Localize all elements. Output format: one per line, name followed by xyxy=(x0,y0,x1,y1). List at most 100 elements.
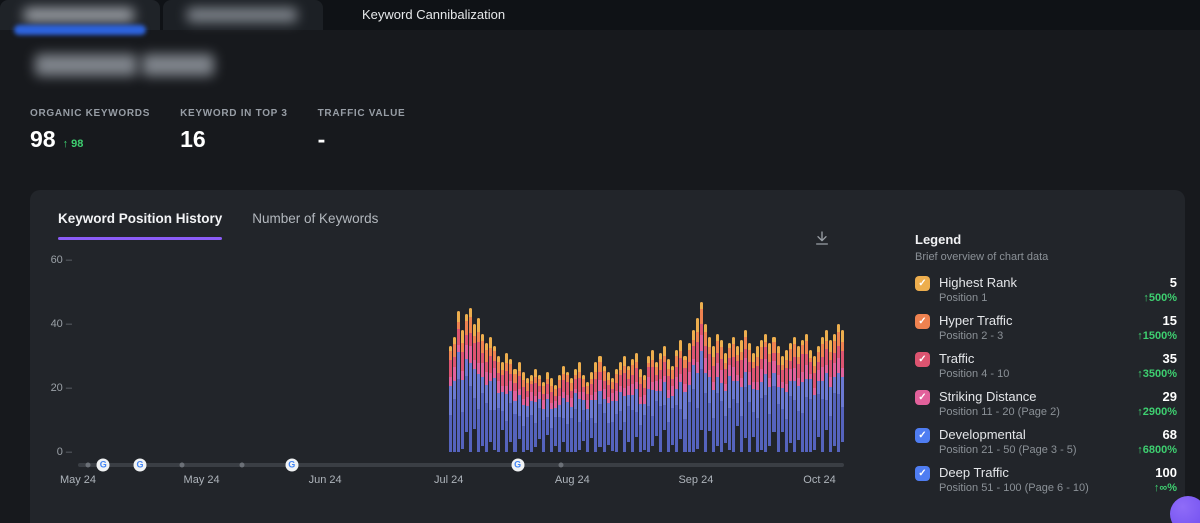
stat-block: ORGANIC KEYWORDS 98 ↑ 98 xyxy=(30,108,150,153)
bar-segment xyxy=(756,381,760,391)
bar-segment xyxy=(642,394,647,404)
tab-redacted-1[interactable] xyxy=(0,0,160,35)
chart-bar xyxy=(772,336,776,452)
bar-segment xyxy=(727,408,732,450)
legend-checkbox[interactable] xyxy=(915,466,930,481)
bar-segment xyxy=(740,360,744,378)
bar-segment xyxy=(545,383,549,395)
bar-segment xyxy=(456,344,460,352)
bar-segment xyxy=(448,346,452,351)
google-update-marker[interactable]: G xyxy=(511,458,525,472)
bar-segment xyxy=(509,380,513,391)
bar-segment xyxy=(497,362,501,373)
legend-item: Highest Rank 5 Position 1 ↑500% xyxy=(915,275,1177,304)
bar-segment xyxy=(468,332,473,347)
bar-segment xyxy=(667,398,671,423)
legend-item-subrow: Position 4 - 10 ↑3500% xyxy=(939,366,1177,380)
legend-checkbox[interactable] xyxy=(915,352,930,367)
legend-title: Legend xyxy=(915,232,962,247)
chart-bar xyxy=(638,368,642,452)
bar-segment xyxy=(788,343,792,350)
bar-segment xyxy=(817,362,821,370)
tab-redacted-2[interactable] xyxy=(163,0,323,30)
bar-segment xyxy=(489,356,493,373)
legend-checkbox[interactable] xyxy=(915,314,930,329)
bar-segment xyxy=(695,407,699,449)
plot xyxy=(78,260,845,452)
legend-checkbox[interactable] xyxy=(915,428,930,443)
legend-checkbox[interactable] xyxy=(915,276,930,291)
bar-segment xyxy=(590,394,594,400)
chart-bar xyxy=(732,336,736,452)
bar-segment xyxy=(598,390,602,405)
bar-segment xyxy=(517,415,521,439)
bar-segment xyxy=(606,422,610,446)
chart-tab-1[interactable]: Keyword Position History xyxy=(58,210,223,240)
slider-track[interactable] xyxy=(78,463,844,467)
google-update-marker[interactable]: G xyxy=(133,458,147,472)
bar-segment xyxy=(784,419,788,452)
bar-segment xyxy=(558,417,562,452)
bar-segment xyxy=(606,385,610,397)
bar-segment xyxy=(655,366,659,376)
bar-segment xyxy=(683,418,687,452)
bar-segment xyxy=(756,346,760,358)
download-icon xyxy=(814,231,830,249)
bar-segment xyxy=(691,388,695,452)
bar-segment xyxy=(586,419,590,452)
bar-segment xyxy=(841,330,845,343)
bar-segment xyxy=(837,358,841,374)
bar-segment xyxy=(679,358,683,374)
bar-segment xyxy=(493,378,497,410)
chat-widget-button[interactable] xyxy=(1170,496,1200,523)
bar-segment xyxy=(768,378,772,387)
bar-segment xyxy=(452,356,456,368)
bar-segment xyxy=(687,350,691,363)
bar-segment xyxy=(821,336,825,345)
google-update-marker[interactable]: G xyxy=(96,458,110,472)
bar-segment xyxy=(821,367,825,381)
card-tabs: Keyword Position History Number of Keywor… xyxy=(58,210,378,240)
bar-segment xyxy=(468,317,473,333)
bar-segment xyxy=(586,393,590,401)
legend-checkbox[interactable] xyxy=(915,390,930,405)
chart-bar xyxy=(642,375,647,452)
bar-segment xyxy=(841,342,845,351)
bar-segment xyxy=(776,403,780,452)
chart-bar xyxy=(481,333,485,452)
bar-segment xyxy=(505,363,509,371)
legend-item-row: Hyper Traffic 15 xyxy=(939,313,1177,328)
bar-segment xyxy=(578,392,582,400)
bar-segment xyxy=(784,349,788,361)
bar-segment xyxy=(691,345,695,360)
legend-item-label: Deep Traffic xyxy=(939,465,1009,480)
chart-tab-2[interactable]: Number of Keywords xyxy=(252,210,378,240)
bar-segment xyxy=(707,347,711,355)
bar-segment xyxy=(594,371,598,379)
bar-segment xyxy=(760,340,764,347)
google-update-marker[interactable]: G xyxy=(285,458,299,472)
bar-segment xyxy=(553,384,557,389)
bar-segment xyxy=(529,383,533,392)
bar-segment xyxy=(473,360,477,369)
bar-segment xyxy=(825,341,829,349)
bar-segment xyxy=(541,386,545,394)
bar-segment xyxy=(460,370,464,381)
chart-bar xyxy=(574,368,578,452)
legend-item: Hyper Traffic 15 Position 2 - 3 ↑1500% xyxy=(915,313,1177,342)
bar-segment xyxy=(841,368,845,378)
x-axis-labels: May 24 May 24 Jun 24 Jul 24 Aug 24 Sep 24 Oct … xyxy=(60,474,844,488)
x-tick-label: Jul 24 xyxy=(434,474,464,486)
bar-segment xyxy=(719,347,723,360)
tab-keyword-cannibalization[interactable]: Keyword Cannibalization xyxy=(362,7,506,22)
bar-segment xyxy=(574,379,578,389)
bar-segment xyxy=(541,408,545,420)
bars-container xyxy=(448,260,845,452)
bar-segment xyxy=(614,413,618,452)
bar-segment xyxy=(707,369,711,378)
stat-value-row: 16 xyxy=(180,126,288,153)
bar-segment xyxy=(558,380,562,389)
stat-block: TRAFFIC VALUE - xyxy=(318,108,406,153)
download-button[interactable] xyxy=(812,228,832,251)
